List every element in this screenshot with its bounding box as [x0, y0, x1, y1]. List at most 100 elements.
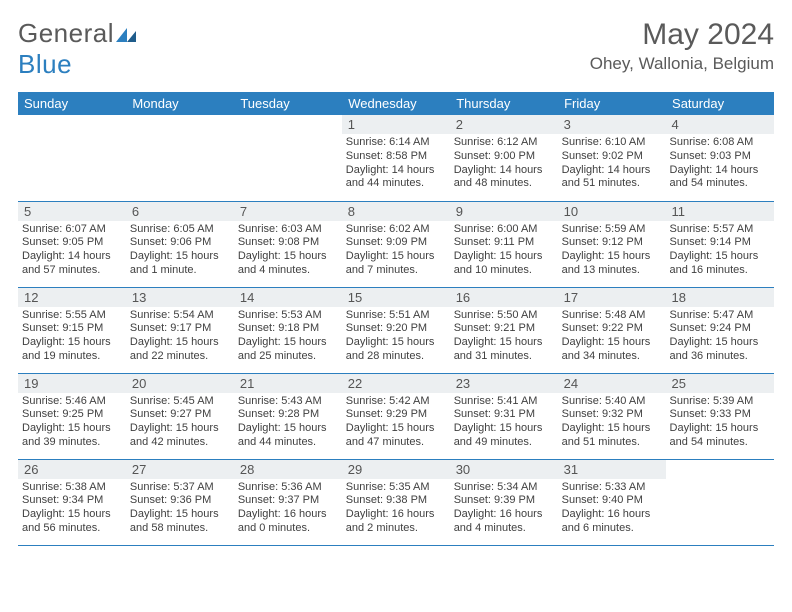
day-content: Sunrise: 6:08 AMSunset: 9:03 PMDaylight:…	[666, 134, 774, 193]
calendar-week: 5Sunrise: 6:07 AMSunset: 9:05 PMDaylight…	[18, 201, 774, 287]
day-content: Sunrise: 6:12 AMSunset: 9:00 PMDaylight:…	[450, 134, 558, 193]
day-number: 12	[18, 288, 126, 307]
calendar-day: 25Sunrise: 5:39 AMSunset: 9:33 PMDayligh…	[666, 373, 774, 459]
calendar-week: 26Sunrise: 5:38 AMSunset: 9:34 PMDayligh…	[18, 459, 774, 545]
calendar-day: 22Sunrise: 5:42 AMSunset: 9:29 PMDayligh…	[342, 373, 450, 459]
calendar-week: 1Sunrise: 6:14 AMSunset: 8:58 PMDaylight…	[18, 115, 774, 201]
day-content: Sunrise: 6:02 AMSunset: 9:09 PMDaylight:…	[342, 221, 450, 280]
day-number: 30	[450, 460, 558, 479]
day-number: 25	[666, 374, 774, 393]
day-number: 21	[234, 374, 342, 393]
weekday-header: Thursday	[450, 92, 558, 115]
day-number: 16	[450, 288, 558, 307]
calendar-day: 4Sunrise: 6:08 AMSunset: 9:03 PMDaylight…	[666, 115, 774, 201]
day-content: Sunrise: 5:55 AMSunset: 9:15 PMDaylight:…	[18, 307, 126, 366]
day-content: Sunrise: 5:57 AMSunset: 9:14 PMDaylight:…	[666, 221, 774, 280]
calendar-day: 7Sunrise: 6:03 AMSunset: 9:08 PMDaylight…	[234, 201, 342, 287]
day-content: Sunrise: 5:42 AMSunset: 9:29 PMDaylight:…	[342, 393, 450, 452]
day-content: Sunrise: 5:43 AMSunset: 9:28 PMDaylight:…	[234, 393, 342, 452]
calendar-day: 3Sunrise: 6:10 AMSunset: 9:02 PMDaylight…	[558, 115, 666, 201]
day-number: 31	[558, 460, 666, 479]
day-content: Sunrise: 5:37 AMSunset: 9:36 PMDaylight:…	[126, 479, 234, 538]
calendar-table: SundayMondayTuesdayWednesdayThursdayFrid…	[18, 92, 774, 546]
day-content: Sunrise: 5:45 AMSunset: 9:27 PMDaylight:…	[126, 393, 234, 452]
day-number: 8	[342, 202, 450, 221]
day-content: Sunrise: 5:47 AMSunset: 9:24 PMDaylight:…	[666, 307, 774, 366]
day-number: 5	[18, 202, 126, 221]
calendar-day	[18, 115, 126, 201]
calendar-day: 5Sunrise: 6:07 AMSunset: 9:05 PMDaylight…	[18, 201, 126, 287]
weekday-header: Wednesday	[342, 92, 450, 115]
day-content: Sunrise: 5:36 AMSunset: 9:37 PMDaylight:…	[234, 479, 342, 538]
calendar-day: 21Sunrise: 5:43 AMSunset: 9:28 PMDayligh…	[234, 373, 342, 459]
day-content: Sunrise: 5:53 AMSunset: 9:18 PMDaylight:…	[234, 307, 342, 366]
calendar-day: 2Sunrise: 6:12 AMSunset: 9:00 PMDaylight…	[450, 115, 558, 201]
day-content: Sunrise: 6:00 AMSunset: 9:11 PMDaylight:…	[450, 221, 558, 280]
calendar-day: 9Sunrise: 6:00 AMSunset: 9:11 PMDaylight…	[450, 201, 558, 287]
day-content: Sunrise: 6:14 AMSunset: 8:58 PMDaylight:…	[342, 134, 450, 193]
day-content: Sunrise: 5:40 AMSunset: 9:32 PMDaylight:…	[558, 393, 666, 452]
calendar-day: 17Sunrise: 5:48 AMSunset: 9:22 PMDayligh…	[558, 287, 666, 373]
day-content: Sunrise: 5:39 AMSunset: 9:33 PMDaylight:…	[666, 393, 774, 452]
day-content: Sunrise: 5:54 AMSunset: 9:17 PMDaylight:…	[126, 307, 234, 366]
day-number: 26	[18, 460, 126, 479]
day-content: Sunrise: 5:33 AMSunset: 9:40 PMDaylight:…	[558, 479, 666, 538]
day-content: Sunrise: 5:34 AMSunset: 9:39 PMDaylight:…	[450, 479, 558, 538]
day-number: 27	[126, 460, 234, 479]
logo-text: GeneralBlue	[18, 18, 138, 80]
day-content: Sunrise: 6:10 AMSunset: 9:02 PMDaylight:…	[558, 134, 666, 193]
day-number: 19	[18, 374, 126, 393]
day-number: 7	[234, 202, 342, 221]
day-number: 9	[450, 202, 558, 221]
calendar-day: 27Sunrise: 5:37 AMSunset: 9:36 PMDayligh…	[126, 459, 234, 545]
weekday-header-row: SundayMondayTuesdayWednesdayThursdayFrid…	[18, 92, 774, 115]
calendar-body: 1Sunrise: 6:14 AMSunset: 8:58 PMDaylight…	[18, 115, 774, 545]
logo-word2: Blue	[18, 49, 72, 79]
weekday-header: Tuesday	[234, 92, 342, 115]
calendar-day: 28Sunrise: 5:36 AMSunset: 9:37 PMDayligh…	[234, 459, 342, 545]
calendar-week: 19Sunrise: 5:46 AMSunset: 9:25 PMDayligh…	[18, 373, 774, 459]
calendar-day: 29Sunrise: 5:35 AMSunset: 9:38 PMDayligh…	[342, 459, 450, 545]
day-number: 2	[450, 115, 558, 134]
day-number: 20	[126, 374, 234, 393]
calendar-day: 8Sunrise: 6:02 AMSunset: 9:09 PMDaylight…	[342, 201, 450, 287]
day-number: 3	[558, 115, 666, 134]
calendar-day: 6Sunrise: 6:05 AMSunset: 9:06 PMDaylight…	[126, 201, 234, 287]
day-number: 14	[234, 288, 342, 307]
logo: GeneralBlue	[18, 18, 138, 80]
day-number: 6	[126, 202, 234, 221]
logo-mark	[116, 18, 138, 49]
weekday-header: Saturday	[666, 92, 774, 115]
day-number: 10	[558, 202, 666, 221]
day-content: Sunrise: 5:48 AMSunset: 9:22 PMDaylight:…	[558, 307, 666, 366]
day-content: Sunrise: 6:03 AMSunset: 9:08 PMDaylight:…	[234, 221, 342, 280]
calendar-day: 12Sunrise: 5:55 AMSunset: 9:15 PMDayligh…	[18, 287, 126, 373]
day-content: Sunrise: 5:46 AMSunset: 9:25 PMDaylight:…	[18, 393, 126, 452]
day-number: 13	[126, 288, 234, 307]
day-number: 24	[558, 374, 666, 393]
day-number: 4	[666, 115, 774, 134]
day-number: 22	[342, 374, 450, 393]
calendar-day: 26Sunrise: 5:38 AMSunset: 9:34 PMDayligh…	[18, 459, 126, 545]
day-number: 15	[342, 288, 450, 307]
location-text: Ohey, Wallonia, Belgium	[590, 54, 774, 74]
calendar-week: 12Sunrise: 5:55 AMSunset: 9:15 PMDayligh…	[18, 287, 774, 373]
calendar-day: 20Sunrise: 5:45 AMSunset: 9:27 PMDayligh…	[126, 373, 234, 459]
day-content: Sunrise: 6:07 AMSunset: 9:05 PMDaylight:…	[18, 221, 126, 280]
day-content: Sunrise: 5:51 AMSunset: 9:20 PMDaylight:…	[342, 307, 450, 366]
day-content: Sunrise: 5:50 AMSunset: 9:21 PMDaylight:…	[450, 307, 558, 366]
page-title: May 2024	[590, 18, 774, 52]
calendar-day	[126, 115, 234, 201]
calendar-day: 1Sunrise: 6:14 AMSunset: 8:58 PMDaylight…	[342, 115, 450, 201]
day-content: Sunrise: 5:59 AMSunset: 9:12 PMDaylight:…	[558, 221, 666, 280]
calendar-day: 10Sunrise: 5:59 AMSunset: 9:12 PMDayligh…	[558, 201, 666, 287]
calendar-day: 18Sunrise: 5:47 AMSunset: 9:24 PMDayligh…	[666, 287, 774, 373]
calendar-day: 11Sunrise: 5:57 AMSunset: 9:14 PMDayligh…	[666, 201, 774, 287]
day-number: 29	[342, 460, 450, 479]
calendar-day: 15Sunrise: 5:51 AMSunset: 9:20 PMDayligh…	[342, 287, 450, 373]
calendar-day: 19Sunrise: 5:46 AMSunset: 9:25 PMDayligh…	[18, 373, 126, 459]
weekday-header: Sunday	[18, 92, 126, 115]
weekday-header: Monday	[126, 92, 234, 115]
day-number: 11	[666, 202, 774, 221]
day-content: Sunrise: 5:41 AMSunset: 9:31 PMDaylight:…	[450, 393, 558, 452]
